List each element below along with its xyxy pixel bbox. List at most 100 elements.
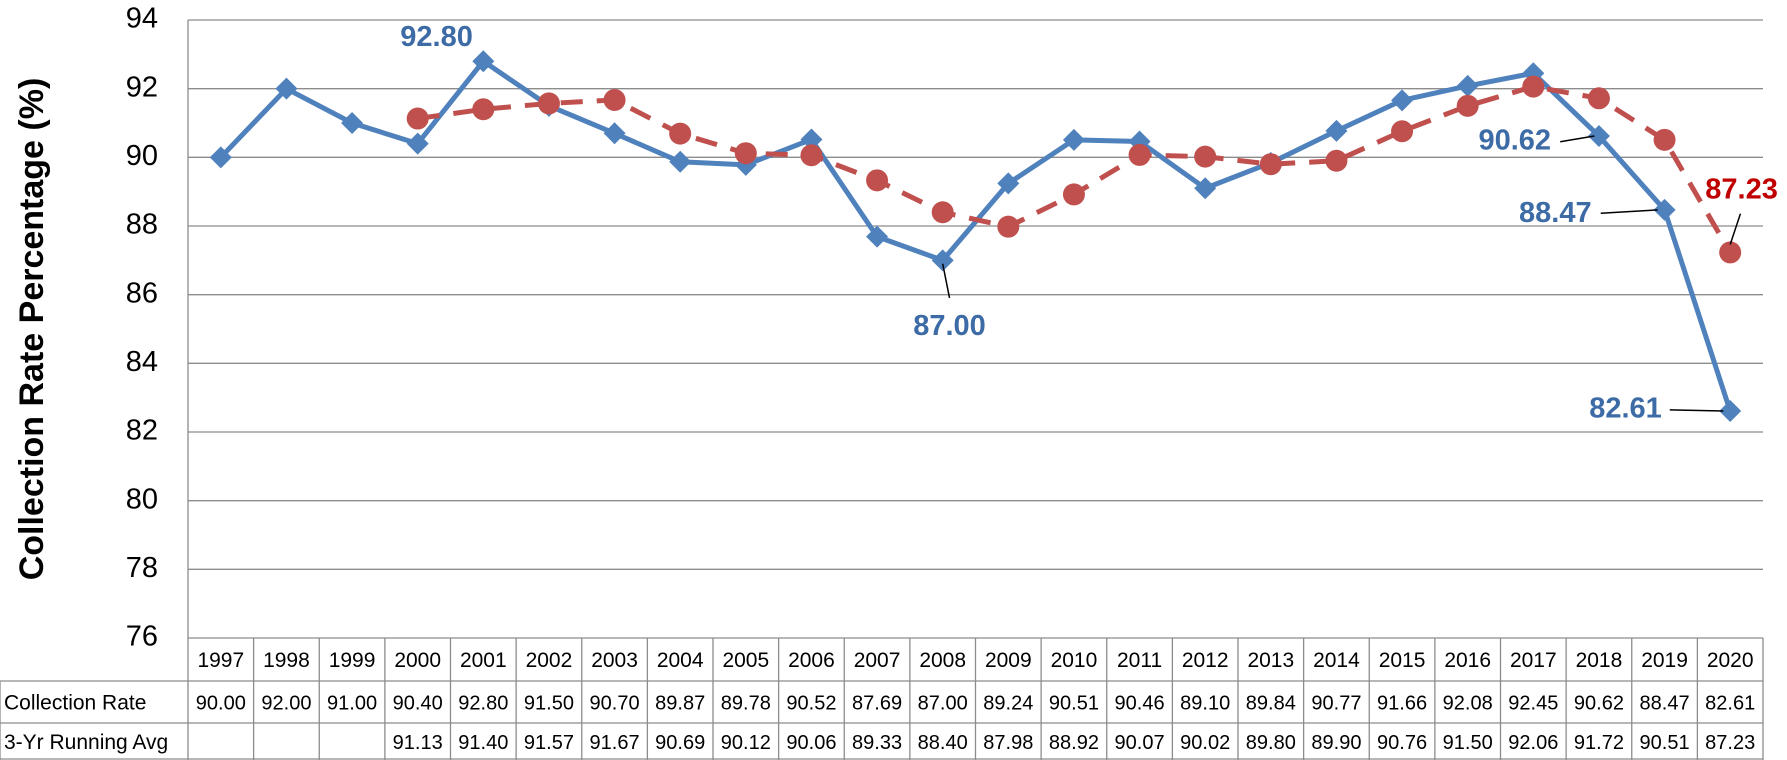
data-label: 90.62: [1478, 124, 1551, 156]
x-tick-label: 2002: [526, 649, 573, 672]
x-tick-label: 2001: [460, 649, 507, 672]
marker: [1259, 153, 1282, 176]
x-tick-label: 2019: [1641, 649, 1688, 672]
marker: [1522, 75, 1545, 98]
table-cell: 92.45: [1508, 692, 1558, 714]
leader-line: [941, 263, 951, 299]
table-cell: 82.61: [1705, 692, 1755, 714]
table-cell: 87.98: [983, 732, 1033, 754]
marker: [866, 225, 889, 248]
table-cell: 88.92: [1049, 732, 1099, 754]
table-cell: 90.70: [590, 692, 640, 714]
marker: [997, 215, 1020, 238]
table-cell: 90.40: [393, 692, 443, 714]
table-cell: 89.80: [1246, 732, 1296, 754]
marker: [931, 201, 954, 224]
marker: [1062, 128, 1085, 151]
table-cell: 89.87: [655, 692, 705, 714]
leader-line: [1729, 213, 1742, 245]
x-tick-label: 2000: [394, 649, 441, 672]
table-cell: 89.24: [983, 692, 1033, 714]
table-cell: 89.10: [1180, 692, 1230, 714]
table-cell: 90.62: [1574, 692, 1624, 714]
x-tick-label: 2011: [1117, 649, 1162, 672]
table-cell: 89.90: [1311, 732, 1361, 754]
marker: [1062, 183, 1085, 206]
x-tick-label: 1997: [197, 649, 244, 672]
y-tick-label: 82: [126, 415, 158, 447]
data-label: 82.61: [1589, 393, 1662, 425]
marker: [997, 172, 1020, 195]
table-cell: 91.66: [1377, 692, 1427, 714]
table-cell: 91.40: [458, 732, 508, 754]
marker: [866, 169, 889, 192]
table-cell: 91.13: [393, 732, 443, 754]
x-tick-label: 2018: [1576, 649, 1623, 672]
marker: [406, 107, 429, 130]
marker: [1719, 400, 1742, 423]
marker: [669, 150, 692, 173]
table-cell: 91.72: [1574, 732, 1624, 754]
table-cell: 90.12: [721, 732, 771, 754]
x-tick-label: 2020: [1707, 649, 1754, 672]
marker: [472, 98, 495, 121]
table-cell: 91.50: [1443, 732, 1493, 754]
marker: [209, 146, 232, 169]
row-header: 3-Yr Running Avg: [4, 731, 168, 754]
table-cell: 90.76: [1377, 732, 1427, 754]
table-cell: 90.52: [786, 692, 836, 714]
marker: [406, 132, 429, 155]
x-tick-label: 2014: [1313, 649, 1360, 672]
data-label: 88.47: [1519, 197, 1592, 229]
table-cell: 88.47: [1640, 692, 1690, 714]
table-cell: 87.23: [1705, 732, 1755, 754]
data-label: 87.00: [913, 310, 986, 342]
y-tick-label: 92: [126, 71, 158, 103]
table-cell: 91.57: [524, 732, 574, 754]
y-tick-label: 86: [126, 277, 158, 309]
table-cell: 87.00: [918, 692, 968, 714]
x-tick-label: 2010: [1051, 649, 1098, 672]
marker: [275, 77, 298, 100]
table-cell: 90.69: [655, 732, 705, 754]
table-cell: 92.08: [1443, 692, 1493, 714]
marker: [603, 88, 626, 111]
table-cell: 92.80: [458, 692, 508, 714]
marker: [1391, 89, 1414, 112]
table-cell: 91.00: [327, 692, 377, 714]
leader-line: [1560, 135, 1595, 143]
marker: [537, 92, 560, 115]
marker: [1456, 94, 1479, 117]
table-cell: 89.33: [852, 732, 902, 754]
x-tick-label: 2012: [1182, 649, 1229, 672]
marker: [1653, 128, 1676, 151]
marker: [1325, 149, 1348, 172]
marker: [472, 50, 495, 73]
table-cell: 89.84: [1246, 692, 1296, 714]
x-tick-label: 2007: [854, 649, 901, 672]
y-tick-label: 76: [126, 621, 158, 653]
x-tick-label: 1998: [263, 649, 310, 672]
table-cell: 90.51: [1640, 732, 1690, 754]
table-cell: 87.69: [852, 692, 902, 714]
row-header: Collection Rate: [4, 692, 146, 715]
table-cell: 92.06: [1508, 732, 1558, 754]
marker: [734, 142, 757, 165]
marker: [1456, 74, 1479, 97]
marker: [1194, 145, 1217, 168]
marker: [800, 128, 823, 151]
table-cell: 89.78: [721, 692, 771, 714]
x-tick-label: 2016: [1444, 649, 1491, 672]
y-tick-label: 80: [126, 483, 158, 515]
x-tick-label: 2017: [1510, 649, 1557, 672]
table-cell: 90.07: [1115, 732, 1165, 754]
x-tick-label: 2015: [1379, 649, 1426, 672]
marker: [800, 144, 823, 167]
table-cell: 88.40: [918, 732, 968, 754]
marker: [341, 112, 364, 134]
marker: [1653, 198, 1676, 221]
y-tick-label: 94: [126, 3, 158, 35]
x-tick-label: 2005: [722, 649, 769, 672]
marker: [1194, 177, 1217, 200]
